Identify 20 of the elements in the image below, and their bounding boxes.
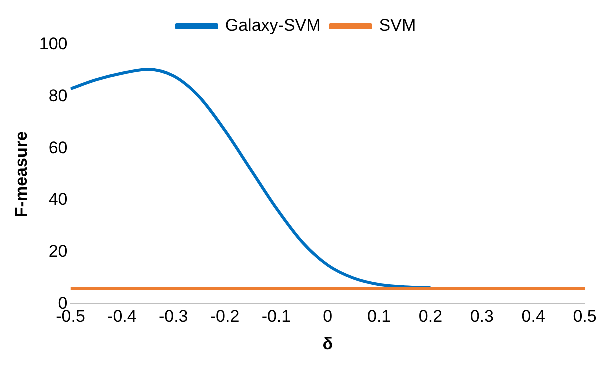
x-tick-label: 0.4 [522,307,546,326]
x-tick-label: 0.5 [573,307,597,326]
x-axis-title: δ [322,334,334,354]
y-tick-label: 100 [39,34,68,54]
x-tick-label: -0.4 [108,307,137,326]
y-tick-label: 40 [48,190,68,210]
x-tick-label: 0 [323,307,333,326]
x-tick-label: 0.3 [470,307,494,326]
y-tick-label: 80 [48,86,68,106]
y-axis-title: F-measure [12,132,31,218]
x-tick-label: -0.2 [210,307,240,326]
line-series [70,68,432,290]
x-tick-label: 0.2 [418,307,443,326]
y-tick-label: 60 [48,138,68,158]
x-tick-label: -0.3 [158,307,188,326]
legend-label: SVM [379,16,416,36]
legend-label: Galaxy-SVM [225,16,321,36]
y-tick-label: 20 [48,242,68,262]
x-tick-label: -0.1 [262,307,292,326]
x-tick-label: 0.1 [367,307,392,326]
